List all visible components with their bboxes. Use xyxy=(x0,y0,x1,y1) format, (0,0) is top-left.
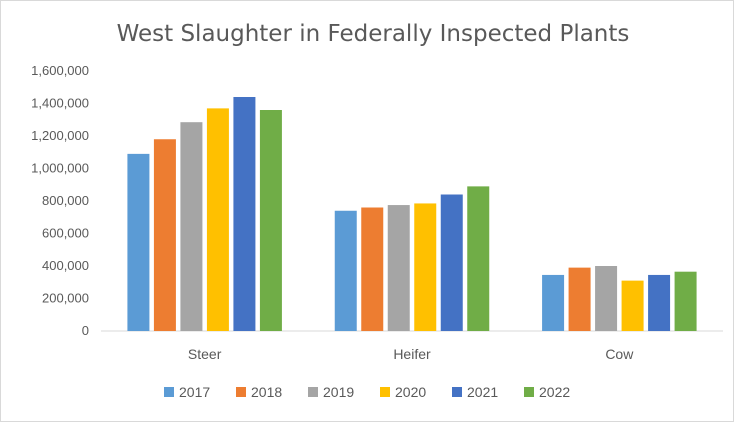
legend-swatch-2017 xyxy=(164,387,174,397)
bar-steer-2019 xyxy=(180,122,203,331)
bar-steer-2021 xyxy=(233,97,256,331)
bar-heifer-2021 xyxy=(440,194,463,331)
x-axis: Steer Heifer Cow xyxy=(188,346,634,362)
bar-cow-2018 xyxy=(568,267,591,331)
bar-steer-2020 xyxy=(206,108,229,331)
x-category-label: Steer xyxy=(188,346,222,362)
bar-steer-2017 xyxy=(127,153,150,331)
y-tick-label: 600,000 xyxy=(42,226,89,241)
y-tick-label: 1,600,000 xyxy=(31,63,89,78)
bar-cow-2017 xyxy=(542,274,565,331)
bar-cow-2019 xyxy=(595,266,618,331)
bar-heifer-2017 xyxy=(334,210,357,331)
bar-heifer-2019 xyxy=(387,205,410,331)
legend-label: 2017 xyxy=(179,384,210,400)
legend-swatch-2021 xyxy=(452,387,462,397)
x-category-label: Cow xyxy=(605,346,634,362)
y-tick-label: 1,000,000 xyxy=(31,161,89,176)
bar-cow-2022 xyxy=(674,271,697,331)
bar-cow-2020 xyxy=(621,280,644,331)
bars xyxy=(127,97,697,331)
legend-label: 2018 xyxy=(251,384,282,400)
legend-label: 2019 xyxy=(323,384,354,400)
y-tick-label: 200,000 xyxy=(42,291,89,306)
bar-heifer-2022 xyxy=(467,186,490,331)
bar-heifer-2020 xyxy=(414,203,437,331)
legend-swatch-2019 xyxy=(308,387,318,397)
x-category-label: Heifer xyxy=(393,346,431,362)
y-tick-label: 1,200,000 xyxy=(31,128,89,143)
bar-steer-2022 xyxy=(259,110,282,331)
legend-swatch-2020 xyxy=(380,387,390,397)
y-axis: 0 200,000 400,000 600,000 800,000 1,000,000 1,… xyxy=(31,63,89,338)
chart-title: West Slaughter in Federally Inspected Pl… xyxy=(117,21,630,47)
legend: 2017 2018 2019 2020 2021 2022 xyxy=(164,384,570,400)
y-tick-label: 400,000 xyxy=(42,258,89,273)
bar-heifer-2018 xyxy=(361,207,384,331)
legend-label: 2020 xyxy=(395,384,426,400)
y-tick-label: 800,000 xyxy=(42,193,89,208)
legend-swatch-2018 xyxy=(236,387,246,397)
bar-steer-2018 xyxy=(153,139,176,331)
legend-label: 2022 xyxy=(539,384,570,400)
y-tick-label: 0 xyxy=(82,323,89,338)
bar-cow-2021 xyxy=(648,274,671,331)
legend-swatch-2022 xyxy=(524,387,534,397)
y-tick-label: 1,400,000 xyxy=(31,96,89,111)
legend-label: 2021 xyxy=(467,384,498,400)
